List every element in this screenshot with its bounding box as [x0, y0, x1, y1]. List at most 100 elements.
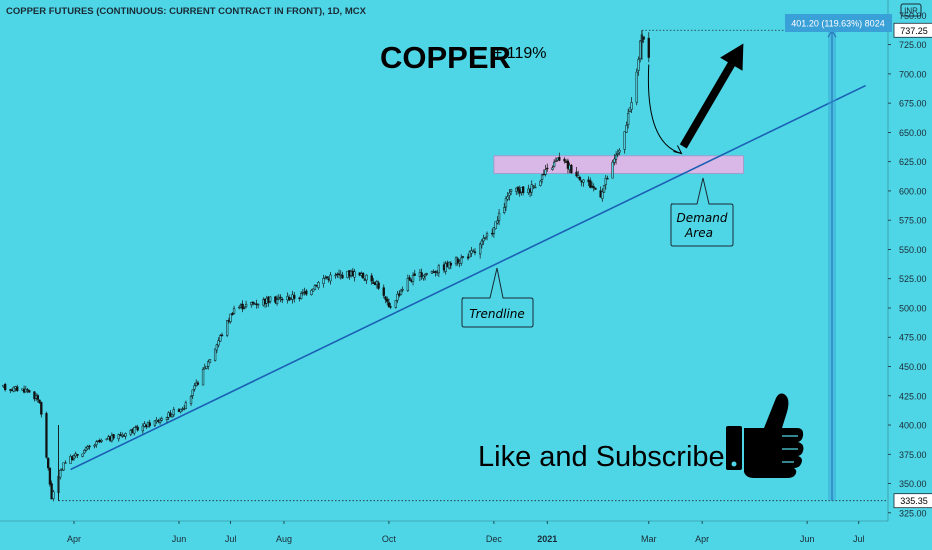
candle-body — [81, 453, 84, 457]
candle-body — [611, 161, 614, 179]
time-tick-label: Apr — [695, 534, 709, 544]
candle-body — [449, 263, 453, 266]
candle-body — [312, 288, 315, 292]
candle-body — [544, 169, 547, 175]
trendline-callout[interactable]: Trendline — [461, 267, 534, 328]
candle — [626, 109, 630, 129]
candle-body — [642, 36, 645, 40]
candle — [353, 268, 356, 282]
price-tick-label: 675.00 — [899, 99, 927, 109]
candle — [601, 188, 604, 202]
trendline[interactable] — [70, 84, 866, 471]
candle — [40, 401, 43, 418]
candle-body — [466, 256, 470, 259]
price-tick-label: 650.00 — [899, 128, 927, 138]
candle — [293, 292, 296, 303]
candle — [133, 427, 136, 436]
candle-body — [279, 296, 282, 299]
curved-arrow-line — [647, 64, 682, 154]
candle — [189, 395, 193, 406]
candle — [539, 179, 542, 187]
candle — [575, 166, 578, 178]
candle-body — [516, 187, 520, 191]
candle — [635, 68, 638, 106]
candle — [413, 269, 416, 277]
candle — [72, 454, 76, 461]
candle-body — [158, 419, 162, 423]
candle-body — [425, 273, 428, 275]
measure-readout-box: 401.20 (119.63%) 8024 — [785, 14, 892, 32]
candle-body — [485, 233, 489, 237]
candle-body — [496, 220, 499, 224]
candle — [243, 306, 246, 310]
candle — [377, 280, 380, 290]
candle-body — [399, 290, 403, 295]
candle — [394, 300, 397, 309]
candle — [540, 173, 544, 184]
candle — [616, 149, 619, 157]
candle-body — [241, 303, 244, 310]
candle-body — [353, 271, 356, 278]
candle-body — [456, 258, 459, 264]
candle-body — [370, 275, 373, 282]
candle-body — [47, 458, 50, 469]
candle — [329, 272, 332, 285]
candle — [153, 420, 157, 428]
candle — [47, 457, 50, 471]
candle-body — [334, 274, 337, 277]
candle — [88, 444, 91, 450]
candle — [33, 390, 36, 402]
candle-body — [618, 150, 621, 153]
candle-body — [305, 290, 308, 295]
candle — [196, 380, 200, 386]
price-axis[interactable]: 325.00 350.00 375.00 400.00 425.00 450.00 475.… — [887, 0, 927, 521]
candle-body — [492, 227, 496, 234]
candle — [456, 256, 459, 266]
candle — [4, 382, 7, 392]
candle-body — [26, 389, 29, 391]
candle-body — [322, 278, 325, 284]
candle-body — [324, 277, 327, 280]
candle-body — [484, 237, 487, 239]
candle — [544, 164, 547, 177]
candle-body — [594, 187, 597, 190]
candle-body — [220, 334, 224, 337]
candle — [86, 444, 89, 451]
candle — [136, 424, 139, 432]
candle — [554, 157, 558, 162]
candle — [310, 288, 313, 296]
candle-body — [217, 340, 220, 346]
candle-body — [229, 313, 232, 323]
candle-body — [88, 445, 91, 448]
candle-body — [4, 383, 7, 391]
candle — [592, 183, 595, 192]
candle — [219, 333, 222, 342]
currency-badge[interactable]: INR — [900, 3, 922, 17]
time-tick-label: Jul — [225, 534, 237, 544]
price-tick-label: 625.00 — [899, 157, 927, 167]
candle-body — [639, 40, 642, 60]
candle-body — [401, 289, 404, 291]
high-low-guides: 737.25 335.35 — [58, 22, 932, 509]
measure-tool[interactable] — [827, 29, 837, 501]
candle-body — [277, 297, 280, 300]
candle-body — [293, 295, 296, 299]
gain-label: + 119% — [493, 45, 547, 62]
demand-callout[interactable]: Demand Area — [670, 177, 734, 247]
time-axis[interactable]: Apr Jun Jul Aug Oct Dec 2021 Mar Apr Jun Jul — [0, 520, 888, 544]
candle-body — [48, 467, 52, 485]
candle-body — [504, 198, 508, 208]
candle-body — [84, 447, 88, 451]
candle-body — [437, 265, 440, 274]
demand-zone[interactable] — [493, 155, 744, 174]
candle — [613, 154, 616, 166]
candle-body — [329, 274, 332, 282]
cta-text: Like and Subscribe — [478, 441, 725, 473]
time-tick-label: Aug — [276, 534, 292, 544]
candle-body — [59, 469, 62, 478]
candle — [594, 187, 597, 190]
demand-label-line1: Demand — [677, 211, 728, 225]
price-tick-label: 725.00 — [899, 40, 927, 50]
candle-body — [243, 307, 246, 309]
